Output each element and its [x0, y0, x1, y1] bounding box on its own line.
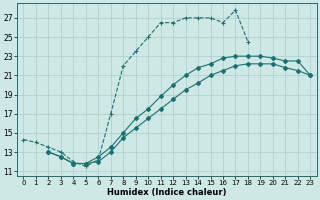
- X-axis label: Humidex (Indice chaleur): Humidex (Indice chaleur): [107, 188, 227, 197]
